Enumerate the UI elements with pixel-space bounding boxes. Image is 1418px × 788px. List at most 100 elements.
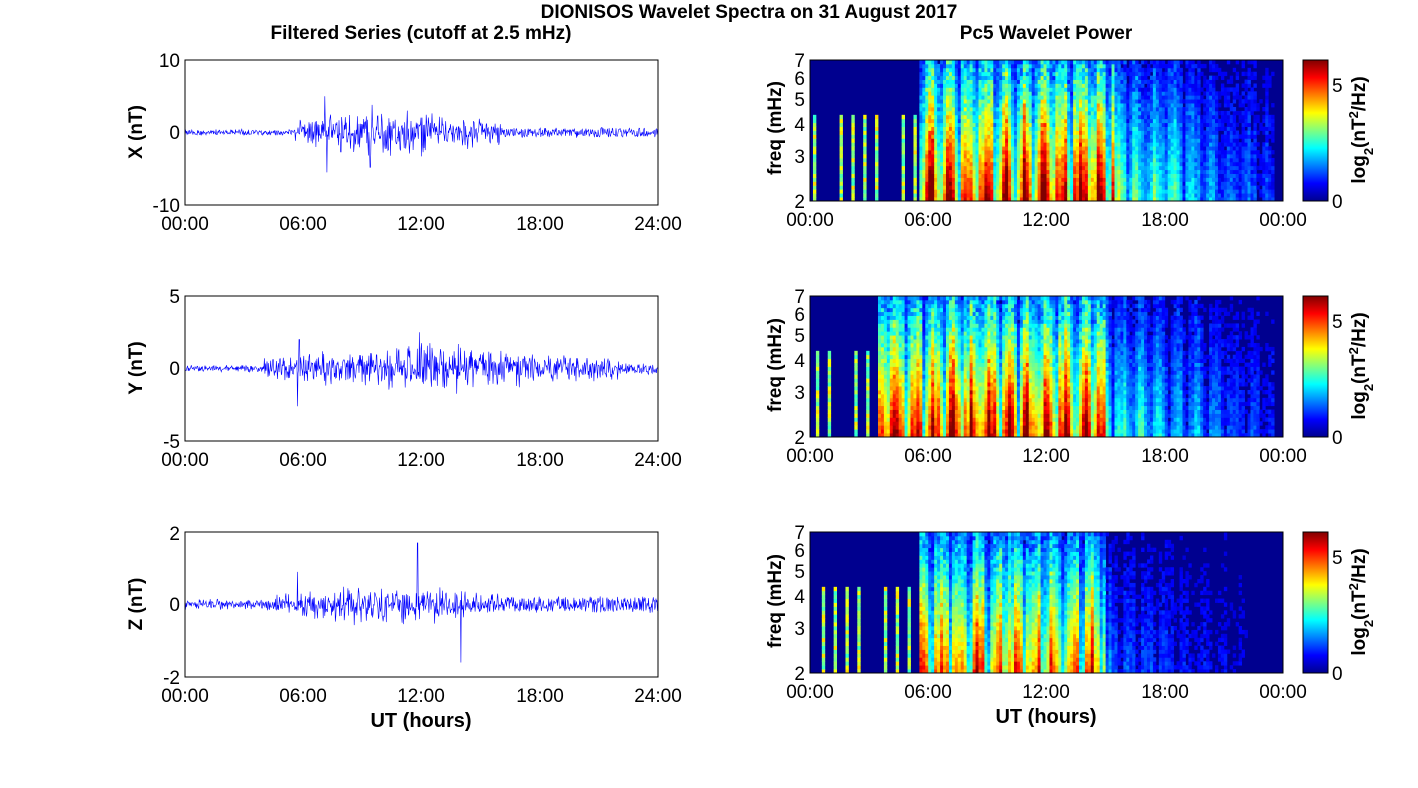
wavelet-cell: [1241, 189, 1245, 194]
wavelet-cell: [1076, 95, 1080, 100]
wavelet-cell: [910, 417, 914, 422]
wavelet-cell: [943, 177, 947, 182]
wavelet-cell: [1226, 103, 1231, 108]
wavelet-cell: [1158, 154, 1163, 159]
wavelet-cell: [1022, 122, 1027, 127]
wavelet-cell: [863, 165, 867, 171]
wavelet-cell: [916, 393, 920, 399]
wavelet-cell: [1025, 87, 1030, 92]
wavelet-cell: [1079, 146, 1083, 151]
wavelet-cell: [1084, 134, 1089, 139]
wavelet-cell: [889, 433, 894, 438]
wavelet-cell: [1016, 154, 1021, 159]
wavelet-cell: [937, 161, 941, 167]
wavelet-cell: [889, 343, 894, 348]
wavelet-cell: [1158, 87, 1163, 92]
wavelet-cell: [815, 413, 820, 418]
wavelet-cell: [1025, 165, 1030, 171]
wavelet-cell: [812, 154, 817, 159]
wavelet-cell: [913, 315, 917, 320]
wavelet-cell: [1232, 118, 1237, 124]
wavelet-cell: [1144, 130, 1148, 135]
wavelet-cell: [1265, 138, 1269, 143]
wavelet-cell: [904, 335, 908, 340]
wavelet-cell: [1040, 142, 1044, 147]
wavelet-cell: [1250, 75, 1254, 80]
wavelet-cell: [1268, 150, 1272, 155]
wavelet-cell: [993, 126, 997, 131]
wavelet-cell: [1170, 118, 1175, 124]
wavelet-cell: [1182, 150, 1186, 155]
wavelet-cell: [1040, 138, 1044, 143]
wavelet-cell: [1164, 63, 1169, 69]
wavelet-cell: [951, 154, 956, 159]
wavelet-cell: [1058, 193, 1062, 198]
wavelet-cell: [1117, 122, 1121, 127]
wavelet-cell: [969, 146, 973, 151]
wavelet-cell: [922, 95, 926, 100]
wavelet-cell: [1158, 103, 1163, 108]
wavelet-cell: [1031, 138, 1036, 143]
wavelet-cell: [1079, 173, 1083, 178]
wavelet-cell: [990, 103, 994, 108]
wavelet-cell: [827, 397, 832, 403]
wavelet-cell: [1067, 181, 1071, 186]
wavelet-cell: [1220, 71, 1225, 77]
wavelet-cell: [922, 173, 926, 178]
wavelet-cell: [1262, 107, 1266, 112]
wavelet-cell: [1040, 169, 1044, 174]
wavelet-cell: [1046, 71, 1050, 77]
wavelet-cell: [957, 185, 962, 190]
wavelet-cell: [1064, 189, 1068, 194]
wavelet-cell: [1158, 118, 1163, 124]
wavelet-cell: [957, 91, 962, 96]
wavelet-cell: [1256, 130, 1260, 135]
wavelet-cell: [928, 130, 932, 135]
wavelet-cell: [1093, 142, 1098, 147]
wavelet-cell: [1084, 118, 1089, 124]
wavelet-cell: [904, 401, 908, 407]
wavelet-cell: [889, 354, 894, 360]
wavelet-cell: [1149, 107, 1154, 112]
wavelet-cell: [940, 161, 944, 167]
wavelet-cell: [1144, 197, 1148, 202]
wavelet-cell: [1226, 150, 1231, 155]
wavelet-cell: [1052, 185, 1056, 190]
wavelet-cell: [937, 67, 941, 73]
wavelet-cell: [1090, 197, 1095, 202]
wavelet-cell: [851, 154, 855, 159]
wavelet-cell: [1217, 181, 1222, 186]
wavelet-cell: [1016, 181, 1021, 186]
wavelet-cell: [945, 83, 950, 88]
wavelet-cell: [951, 181, 956, 186]
wavelet-cell: [1120, 177, 1124, 182]
wavelet-cell: [1120, 60, 1124, 65]
wavelet-cell: [1126, 71, 1130, 77]
wavelet-cell: [1043, 103, 1047, 108]
wavelet-cell: [898, 296, 903, 301]
wavelet-cell: [1161, 157, 1166, 163]
wavelet-cell: [1117, 138, 1121, 143]
wavelet-cell: [1052, 60, 1056, 65]
wavelet-cell: [1161, 142, 1166, 147]
wavelet-cell: [925, 83, 929, 88]
wavelet-cell: [940, 63, 944, 69]
wavelet-cell: [1167, 146, 1172, 151]
wavelet-cell: [913, 311, 917, 316]
wavelet-cell: [1194, 150, 1198, 155]
wavelet-cell: [1247, 154, 1251, 159]
wavelet-cell: [1096, 177, 1101, 182]
wavelet-cell: [1025, 103, 1030, 108]
wavelet-cell: [1055, 169, 1059, 174]
wavelet-cell: [1176, 185, 1180, 190]
wavelet-cell: [1022, 197, 1027, 202]
wavelet-cell: [1197, 173, 1201, 178]
wavelet-cell: [1135, 146, 1139, 151]
wavelet-cell: [895, 417, 900, 422]
wavelet-cell: [984, 126, 988, 131]
wavelet-cell: [981, 138, 985, 143]
wavelet-cell: [1167, 138, 1172, 143]
wavelet-cell: [1096, 146, 1101, 151]
wavelet-cell: [1147, 197, 1151, 202]
wavelet-cell: [925, 114, 929, 120]
